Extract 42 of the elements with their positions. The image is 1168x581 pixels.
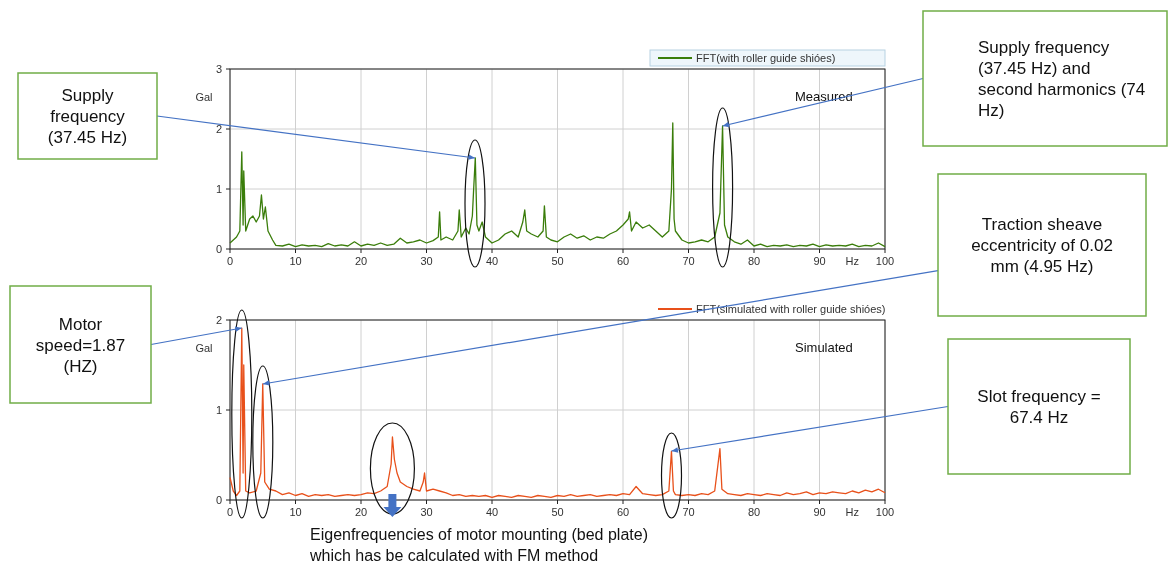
x-tick-label: 90 bbox=[813, 506, 826, 518]
text: Supply frequency (37.45 Hz) and second harmonics (74 Hz) bbox=[978, 38, 1146, 120]
x-tick-label: 100 bbox=[875, 255, 895, 267]
x-tick-label: 90 bbox=[813, 255, 826, 267]
text: Eigenfrequencies of motor mounting (bed plate) which has be calculated with FM method bbox=[309, 526, 648, 564]
y-tick-label: 2 bbox=[215, 314, 222, 326]
legend-label: FFT(with roller guide shióes) bbox=[696, 52, 836, 64]
x-tick-label: 0 bbox=[226, 255, 234, 267]
x-tick-label: 40 bbox=[485, 506, 499, 518]
x-tick-label: 80 bbox=[747, 506, 761, 518]
x-axis-title: Hz bbox=[845, 255, 859, 267]
x-tick-label: 10 bbox=[289, 506, 302, 518]
y-tick-label: 1 bbox=[215, 183, 222, 195]
x-tick-label: 10 bbox=[289, 255, 302, 267]
y-tick-label: 3 bbox=[215, 63, 222, 75]
x-tick-label: 100 bbox=[875, 506, 895, 518]
x-tick-label: 60 bbox=[616, 255, 630, 267]
annotation: Simulated bbox=[795, 340, 853, 355]
x-axis-title: Hz bbox=[845, 506, 859, 518]
x-tick-label: 60 bbox=[616, 506, 630, 518]
x-tick-label: 30 bbox=[420, 255, 433, 267]
annotation: Measured bbox=[795, 89, 853, 104]
y-tick-label: 0 bbox=[215, 494, 222, 506]
x-tick-label: 40 bbox=[485, 255, 499, 267]
y-tick-label: 0 bbox=[215, 243, 222, 255]
x-tick-label: 50 bbox=[551, 255, 564, 267]
x-tick-label: 20 bbox=[354, 506, 368, 518]
text: Supply frequency (37.45 Hz) bbox=[47, 86, 128, 147]
text: Slot frequency = 67.4 Hz bbox=[977, 387, 1101, 427]
x-tick-label: 30 bbox=[420, 506, 433, 518]
x-tick-label: 0 bbox=[226, 506, 234, 518]
text: Traction sheave eccentricity of 0.02 mm (4.95 Hz) bbox=[971, 215, 1113, 276]
y-tick-label: 2 bbox=[215, 123, 222, 135]
x-tick-label: 70 bbox=[682, 255, 695, 267]
x-tick-label: 50 bbox=[551, 506, 564, 518]
y-axis-title: Gal bbox=[195, 342, 213, 354]
y-axis-title: Gal bbox=[195, 91, 213, 103]
text: Motor speed=1.87 (HZ) bbox=[35, 314, 126, 376]
y-tick-label: 1 bbox=[215, 404, 222, 416]
x-tick-label: 80 bbox=[747, 255, 761, 267]
x-tick-label: 20 bbox=[354, 255, 368, 267]
x-tick-label: 70 bbox=[682, 506, 695, 518]
